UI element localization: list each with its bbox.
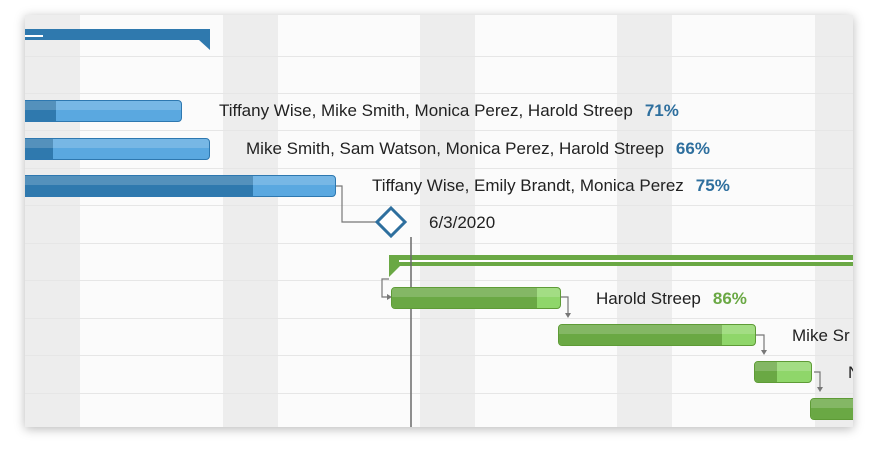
task-label: Tiffany Wise, Emily Brandt, Monica Perez… xyxy=(372,176,730,196)
row-divider xyxy=(25,205,853,206)
resource-names: Mike Smith, Sam Watson, Monica Perez, Ha… xyxy=(246,139,664,158)
row-divider xyxy=(25,355,853,356)
resource-names: Tiffany Wise, Mike Smith, Monica Perez, … xyxy=(219,101,633,120)
row-divider xyxy=(25,56,853,57)
row-divider xyxy=(25,93,853,94)
resource-names: Harold Streep xyxy=(596,289,701,308)
task-bar[interactable] xyxy=(391,287,561,309)
weekend-column xyxy=(815,15,853,427)
row-divider xyxy=(25,130,853,131)
summary-bar-green[interactable] xyxy=(389,255,853,277)
row-divider xyxy=(25,243,853,244)
percent-complete: 75% xyxy=(695,176,730,195)
task-bar[interactable] xyxy=(25,175,336,197)
resource-names: Tiffany Wise, Emily Brandt, Monica Perez xyxy=(372,176,684,195)
task-label: Tiffany Wise, Mike Smith, Monica Perez, … xyxy=(219,101,679,121)
task-label: Mike Sr xyxy=(792,326,850,346)
percent-complete: 71% xyxy=(644,101,679,120)
weekend-column xyxy=(25,15,80,427)
gantt-chart: Tiffany Wise, Mike Smith, Monica Perez, … xyxy=(25,15,853,427)
task-bar[interactable] xyxy=(558,324,756,346)
milestone-diamond-icon[interactable] xyxy=(374,205,408,239)
row-divider xyxy=(25,318,853,319)
row-divider xyxy=(25,280,853,281)
summary-bar-blue[interactable] xyxy=(25,29,210,50)
dependency-links xyxy=(25,29,853,427)
percent-complete: 66% xyxy=(675,139,710,158)
weekend-column xyxy=(420,15,475,427)
task-label: Mike Smith, Sam Watson, Monica Perez, Ha… xyxy=(246,139,710,159)
task-label: Harold Streep 86% xyxy=(596,289,747,309)
task-bar[interactable] xyxy=(25,138,210,160)
row-divider xyxy=(25,393,853,394)
weekend-column xyxy=(617,15,672,427)
task-bar[interactable] xyxy=(810,398,853,420)
resource-names: N xyxy=(848,363,853,382)
row-divider xyxy=(25,168,853,169)
milestone-date: 6/3/2020 xyxy=(429,213,496,232)
resource-names: Mike Sr xyxy=(792,326,850,345)
percent-complete: 86% xyxy=(712,289,747,308)
task-bar[interactable] xyxy=(754,361,812,383)
task-bar[interactable] xyxy=(25,100,182,122)
task-label: N xyxy=(848,363,853,383)
weekend-column xyxy=(223,15,278,427)
